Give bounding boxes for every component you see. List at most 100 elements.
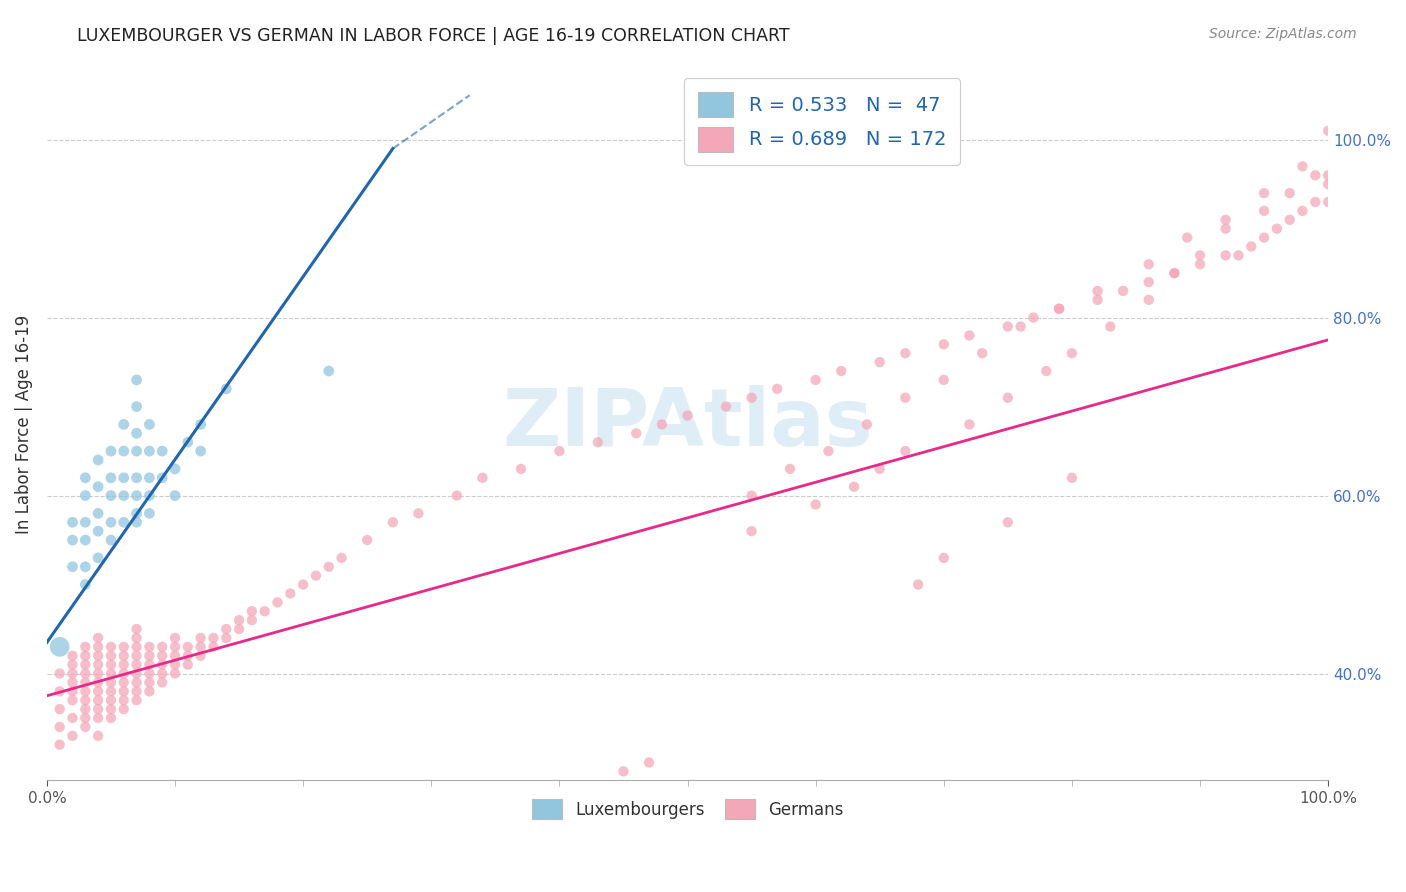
- Point: [75, 640, 97, 654]
- Point: [125, 675, 148, 690]
- Point: [112, 471, 135, 485]
- Point: [202, 631, 225, 645]
- Point: [75, 675, 97, 690]
- Point: [112, 657, 135, 672]
- Point: [1099, 319, 1122, 334]
- Point: [138, 417, 160, 432]
- Point: [87, 675, 110, 690]
- Point: [100, 648, 122, 663]
- Point: [190, 631, 212, 645]
- Point: [75, 516, 97, 530]
- Point: [957, 328, 980, 343]
- Point: [125, 489, 148, 503]
- Point: [62, 533, 84, 547]
- Point: [1060, 346, 1083, 360]
- Point: [48, 702, 70, 716]
- Point: [1188, 248, 1211, 262]
- Point: [586, 435, 609, 450]
- Point: [1163, 266, 1185, 280]
- Point: [125, 684, 148, 698]
- Point: [741, 391, 763, 405]
- Point: [1253, 203, 1275, 218]
- Point: [714, 400, 737, 414]
- Point: [87, 684, 110, 698]
- Point: [651, 417, 673, 432]
- Point: [202, 640, 225, 654]
- Point: [75, 711, 97, 725]
- Point: [292, 577, 315, 591]
- Point: [163, 666, 186, 681]
- Point: [1137, 293, 1160, 307]
- Point: [1022, 310, 1045, 325]
- Point: [869, 462, 891, 476]
- Point: [1291, 203, 1313, 218]
- Point: [87, 657, 110, 672]
- Point: [112, 693, 135, 707]
- Point: [446, 489, 468, 503]
- Point: [997, 516, 1019, 530]
- Point: [869, 355, 891, 369]
- Point: [932, 550, 955, 565]
- Point: [112, 516, 135, 530]
- Point: [125, 693, 148, 707]
- Point: [87, 666, 110, 681]
- Point: [190, 417, 212, 432]
- Point: [1253, 186, 1275, 200]
- Point: [75, 702, 97, 716]
- Point: [215, 622, 238, 636]
- Point: [471, 471, 494, 485]
- Point: [163, 657, 186, 672]
- Point: [381, 516, 404, 530]
- Text: Source: ZipAtlas.com: Source: ZipAtlas.com: [1209, 27, 1357, 41]
- Point: [125, 622, 148, 636]
- Point: [228, 622, 250, 636]
- Point: [190, 648, 212, 663]
- Point: [215, 382, 238, 396]
- Point: [163, 648, 186, 663]
- Point: [100, 684, 122, 698]
- Point: [779, 462, 801, 476]
- Point: [626, 426, 648, 441]
- Point: [87, 640, 110, 654]
- Point: [228, 613, 250, 627]
- Point: [112, 417, 135, 432]
- Point: [125, 373, 148, 387]
- Point: [62, 666, 84, 681]
- Point: [87, 711, 110, 725]
- Point: [112, 648, 135, 663]
- Point: [240, 604, 263, 618]
- Point: [87, 648, 110, 663]
- Point: [100, 711, 122, 725]
- Point: [1047, 301, 1070, 316]
- Point: [1163, 266, 1185, 280]
- Point: [100, 516, 122, 530]
- Point: [305, 568, 328, 582]
- Point: [856, 417, 879, 432]
- Point: [112, 489, 135, 503]
- Point: [1215, 221, 1237, 235]
- Point: [1305, 194, 1327, 209]
- Point: [48, 720, 70, 734]
- Point: [150, 444, 173, 458]
- Point: [138, 507, 160, 521]
- Point: [75, 471, 97, 485]
- Point: [1137, 257, 1160, 271]
- Point: [112, 684, 135, 698]
- Point: [215, 631, 238, 645]
- Point: [1305, 169, 1327, 183]
- Point: [842, 480, 865, 494]
- Point: [87, 507, 110, 521]
- Point: [150, 471, 173, 485]
- Point: [87, 550, 110, 565]
- Point: [1188, 257, 1211, 271]
- Point: [741, 524, 763, 538]
- Point: [62, 559, 84, 574]
- Point: [1317, 177, 1340, 191]
- Point: [894, 391, 917, 405]
- Point: [318, 364, 340, 378]
- Point: [1060, 471, 1083, 485]
- Point: [1253, 230, 1275, 244]
- Point: [125, 426, 148, 441]
- Point: [100, 666, 122, 681]
- Point: [48, 640, 70, 654]
